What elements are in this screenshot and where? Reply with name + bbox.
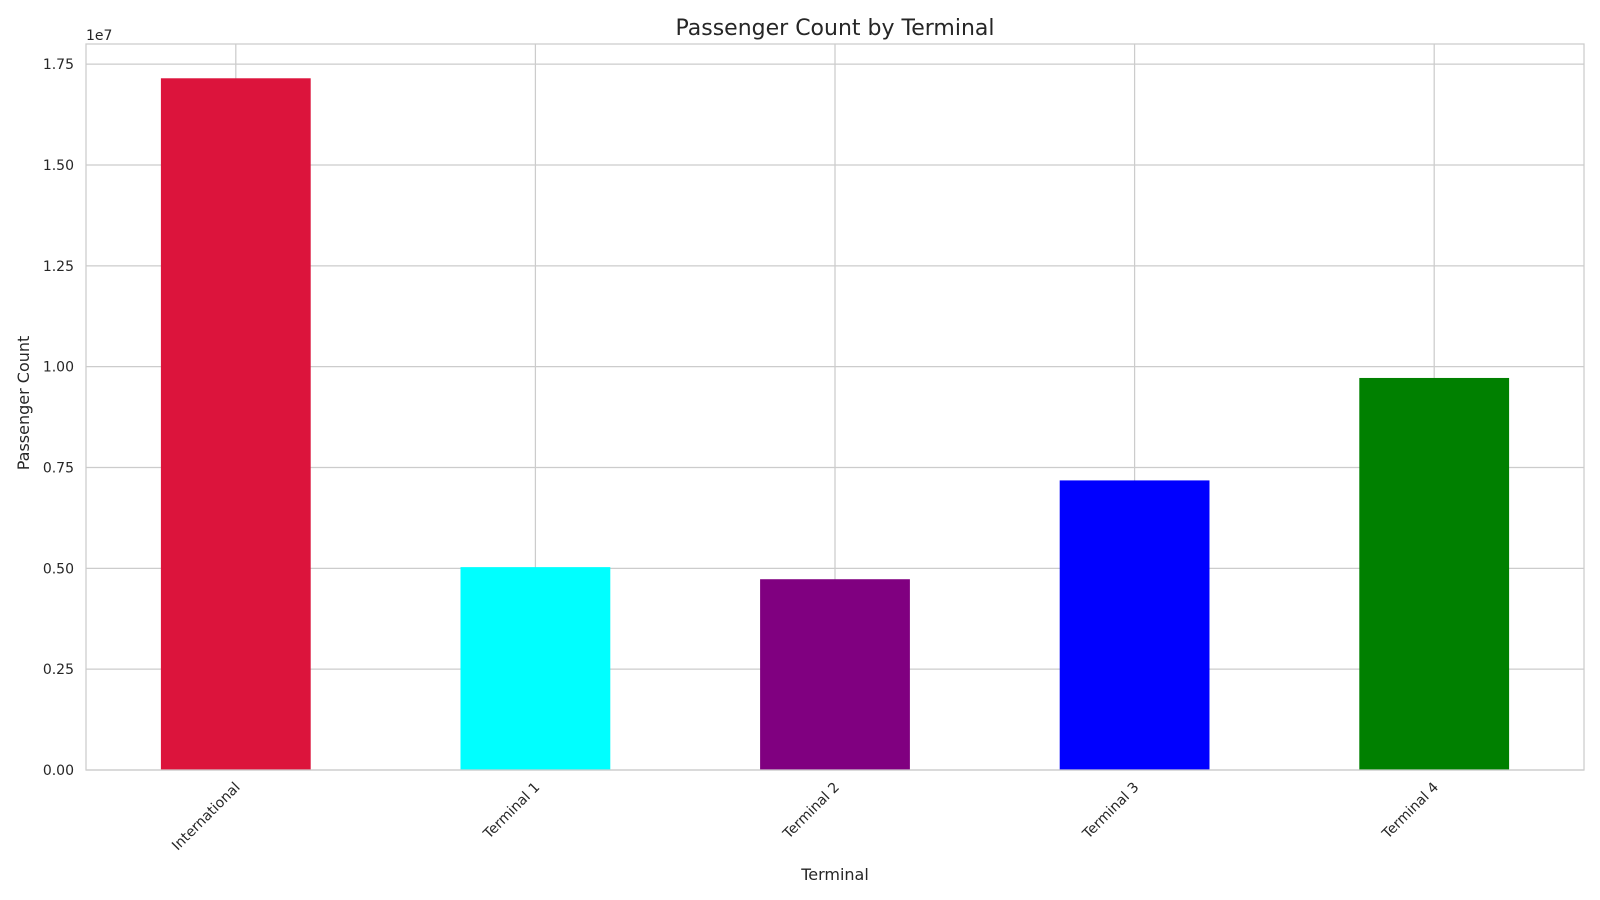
plot-frame: [85, 43, 1585, 771]
y-tick-label: 1.50: [43, 158, 74, 174]
y-axis-label: Passenger Count: [14, 336, 33, 471]
y-tick-label: 0.25: [43, 662, 74, 678]
x-tick-label: Terminal 1: [480, 780, 543, 843]
bar: [1059, 480, 1210, 770]
y-tick-label: 1.00: [43, 360, 74, 376]
y-axis-offset-label: 1e7: [86, 28, 112, 44]
y-tick-labels: 0.00 0.25 0.50 0.75 1.00 1.25 1.50 1.75: [43, 57, 74, 779]
x-tick-label: Terminal 4: [1379, 779, 1442, 842]
x-axis-label: Terminal: [800, 865, 869, 884]
chart-title: Passenger Count by Terminal: [676, 16, 995, 41]
bar: [160, 78, 311, 771]
y-tick-label: 0.50: [43, 561, 74, 577]
bar: [1359, 377, 1510, 770]
bars: [160, 78, 1510, 771]
x-tick-label: Terminal 2: [780, 780, 843, 843]
x-tick-label: International: [169, 780, 244, 855]
y-tick-label: 0.00: [43, 763, 74, 779]
bar: [760, 579, 910, 770]
y-tick-label: 1.25: [43, 259, 74, 275]
x-tick-labels: International Terminal 1 Terminal 2 Termina…: [169, 779, 1442, 854]
bar: [460, 567, 611, 770]
y-tick-label: 0.75: [43, 461, 74, 477]
x-tick-label: Terminal 3: [1079, 780, 1142, 843]
y-tick-label: 1.75: [43, 57, 74, 73]
